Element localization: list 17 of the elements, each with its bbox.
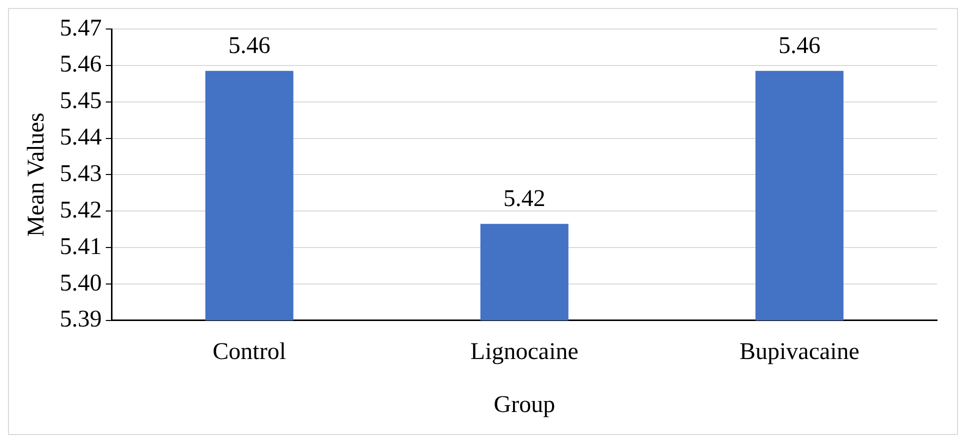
- y-tick-label: 5.42: [60, 197, 102, 224]
- y-tick-label: 5.41: [60, 234, 102, 260]
- y-tick-label: 5.44: [60, 124, 102, 151]
- y-tick-label: 5.39: [60, 306, 102, 333]
- x-tick-label: Control: [212, 339, 286, 366]
- data-label: 5.42: [503, 186, 546, 212]
- data-label: 5.46: [228, 33, 270, 60]
- y-tick-label: 5.45: [60, 88, 102, 114]
- data-label: 5.46: [778, 33, 820, 60]
- x-tick-label: Bupivacaine: [739, 339, 860, 366]
- x-axis-title: Group: [494, 392, 556, 418]
- y-tick-label: 5.40: [60, 270, 102, 296]
- y-tick-label: 5.43: [60, 160, 102, 187]
- y-tick-label: 5.47: [60, 15, 102, 42]
- y-tick-label: 5.46: [60, 52, 102, 78]
- y-axis-title: Mean Values: [24, 112, 50, 237]
- x-tick-label: Lignocaine: [470, 339, 578, 366]
